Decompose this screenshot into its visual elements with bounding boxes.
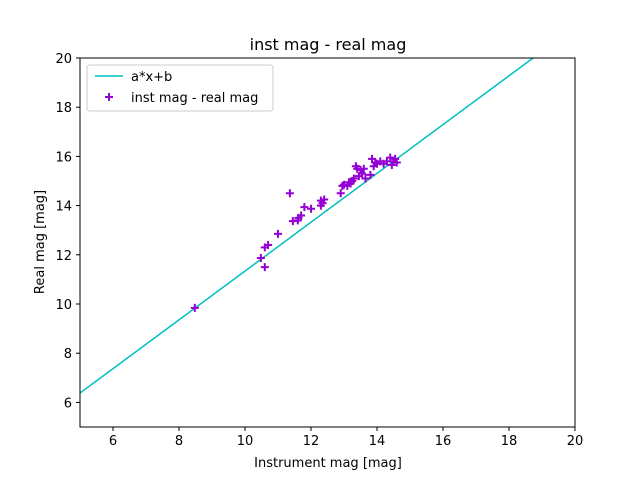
data-point bbox=[256, 253, 265, 262]
data-point bbox=[285, 189, 294, 198]
y-tick-label: 16 bbox=[55, 150, 72, 165]
x-tick-label: 12 bbox=[303, 434, 320, 449]
legend-fit-label: a*x+b bbox=[131, 70, 172, 85]
legend-series-label: inst mag - real mag bbox=[131, 91, 258, 106]
y-tick-label: 8 bbox=[64, 347, 72, 362]
data-point bbox=[190, 303, 199, 312]
y-tick-label: 12 bbox=[55, 249, 72, 264]
data-point bbox=[274, 229, 282, 238]
x-tick-label: 18 bbox=[501, 434, 518, 449]
data-point bbox=[336, 189, 345, 198]
y-axis-label: Real mag [mag] bbox=[33, 190, 48, 294]
chart-title: inst mag - real mag bbox=[250, 35, 407, 54]
data-point bbox=[354, 172, 363, 181]
data-point bbox=[389, 157, 398, 166]
x-tick-label: 10 bbox=[237, 434, 254, 449]
x-tick-label: 6 bbox=[109, 434, 117, 449]
data-point bbox=[371, 158, 380, 167]
data-point bbox=[320, 195, 329, 204]
plot-frame bbox=[79, 57, 576, 428]
x-tick-label: 14 bbox=[369, 434, 386, 449]
data-point bbox=[359, 164, 368, 173]
y-tick-label: 18 bbox=[55, 101, 72, 116]
legend-marker-swatch bbox=[105, 93, 113, 101]
y-tick-label: 20 bbox=[55, 52, 72, 67]
legend: a*x+b inst mag - real mag bbox=[86, 64, 274, 112]
y-tick-label: 10 bbox=[55, 298, 72, 313]
x-tick-label: 20 bbox=[567, 434, 584, 449]
x-tick-label: 16 bbox=[435, 434, 452, 449]
fit-line bbox=[80, 58, 535, 394]
data-point bbox=[361, 174, 370, 183]
data-point bbox=[366, 170, 375, 179]
data-point bbox=[307, 204, 315, 213]
x-tick-label: 8 bbox=[175, 434, 183, 449]
data-point bbox=[264, 240, 273, 249]
data-point bbox=[376, 157, 385, 166]
x-axis-label: Instrument mag [mag] bbox=[254, 456, 402, 471]
data-point bbox=[318, 199, 327, 208]
data-point bbox=[300, 203, 309, 212]
data-point bbox=[387, 161, 396, 170]
data-point bbox=[260, 263, 269, 272]
data-point bbox=[297, 211, 306, 220]
y-tick-label: 6 bbox=[64, 396, 72, 411]
data-point bbox=[349, 174, 358, 183]
y-tick-label: 14 bbox=[55, 200, 72, 215]
